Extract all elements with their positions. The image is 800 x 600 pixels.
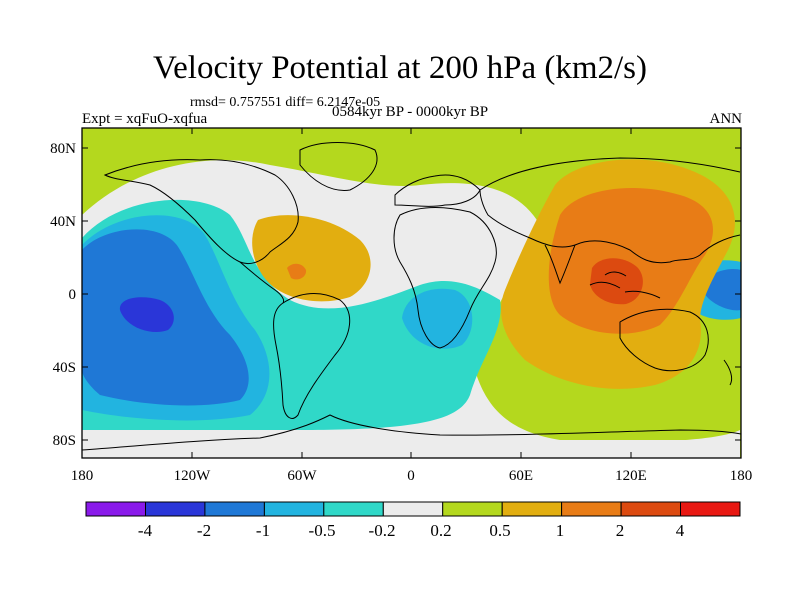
x-tick-label: 0 (407, 468, 415, 484)
y-tick-label: 0 (68, 287, 77, 303)
colorbar-label: 1 (555, 521, 565, 540)
coastlines (82, 142, 741, 451)
contour-pos-2-maritime (590, 258, 643, 305)
colorbar (85, 501, 741, 517)
y-tick-label: 80S (52, 433, 76, 449)
coast-greenland (299, 142, 378, 191)
colorbar-label: 0.5 (489, 521, 511, 540)
contour-pos-1-asia (548, 187, 713, 334)
coast-africa (393, 206, 497, 349)
colorbar-box (561, 501, 622, 517)
colorbar-label: 2 (615, 521, 625, 540)
axis-ticks (81, 128, 742, 458)
colorbar-label: -1 (255, 521, 271, 540)
coast-central-america (239, 261, 285, 304)
coast-indonesia (589, 271, 661, 299)
colorbar-box (620, 501, 682, 517)
colorbar-box (85, 501, 146, 517)
coast-north-america (103, 159, 299, 265)
coast-antarctica (82, 414, 741, 451)
x-tick-label: 120E (615, 468, 647, 484)
x-tick-label: 60W (287, 468, 317, 484)
x-tick-label: 180 (70, 468, 94, 484)
colorbar-box (382, 501, 444, 517)
contour-pos-0.5-atlantic (252, 215, 371, 302)
contour-near-zero-south (470, 350, 740, 458)
rmsd-stats: rmsd= 0.757551 diff= 6.2147e-05 (190, 95, 381, 110)
contour-field (82, 128, 741, 458)
coast-india (544, 244, 576, 285)
colorbar-label: -4 (137, 521, 153, 540)
period-label: 0584kyr BP - 0000kyr BP (331, 104, 489, 120)
coast-new-zealand (723, 359, 733, 386)
season-label: ANN (709, 111, 743, 127)
y-tick-label: 80N (50, 141, 76, 157)
y-tick-label: 40N (50, 214, 76, 230)
x-tick-label: 60E (508, 468, 534, 484)
coast-south-america (273, 293, 351, 419)
x-tick-label: 120W (173, 468, 211, 484)
colorbar-box (680, 501, 741, 517)
colorbar-box (263, 501, 325, 517)
y-tick-label: 40S (52, 360, 76, 376)
colorbar-label: -2 (196, 521, 212, 540)
contour-neg-0.5-atlantic (402, 288, 473, 349)
colorbar-box (204, 501, 265, 517)
coast-asia (479, 157, 741, 264)
colorbar-label: 0.2 (430, 521, 452, 540)
coast-australia (619, 308, 709, 372)
colorbar-box (442, 501, 503, 517)
contour-neg-2-pacific (119, 297, 174, 332)
x-tick-label: 180 (729, 468, 753, 484)
colorbar-box (145, 501, 206, 517)
map-title: Velocity Potential at 200 hPa (km2/s) (152, 50, 648, 86)
contour-pos-1-atlantic (287, 263, 307, 280)
colorbar-label: -0.2 (368, 521, 396, 540)
colorbar-label: 4 (675, 521, 685, 540)
colorbar-box (501, 501, 563, 517)
colorbar-box (323, 501, 384, 517)
experiment-label: Expt = xqFuO-xqfua (82, 111, 208, 127)
colorbar-label: -0.5 (308, 521, 336, 540)
